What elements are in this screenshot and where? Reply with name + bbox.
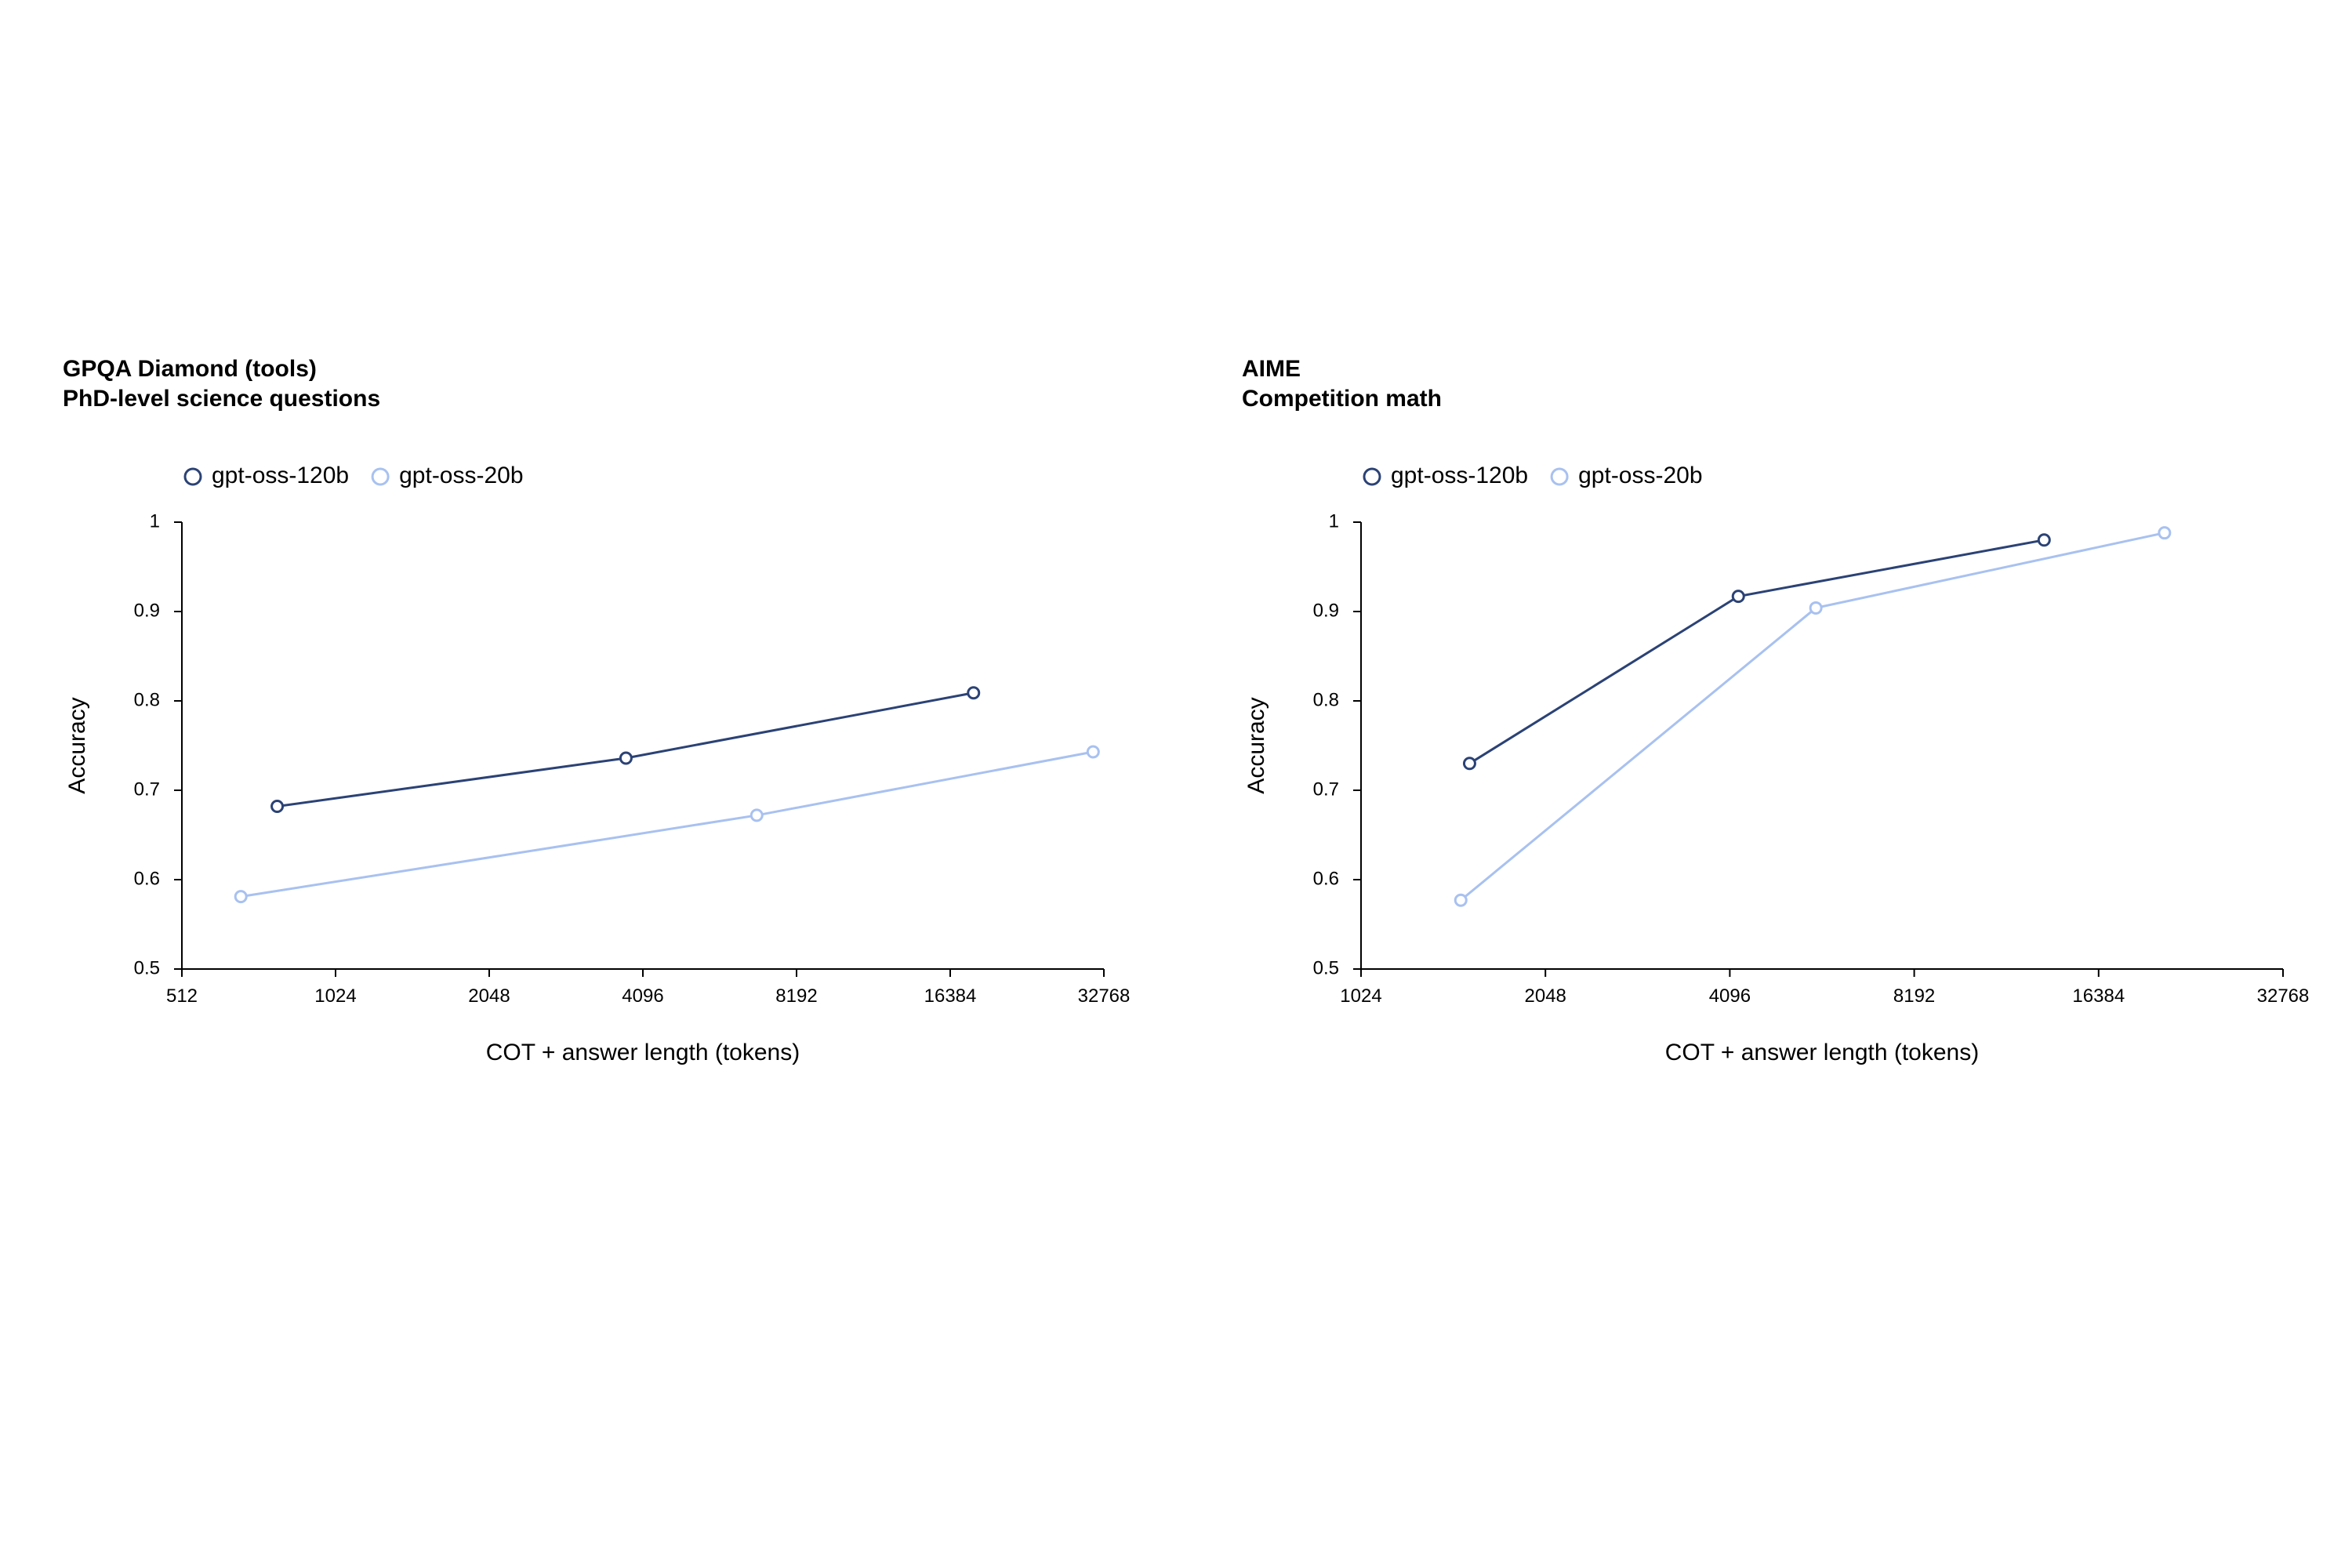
y-tick-label: 0.5 — [1313, 957, 1339, 978]
x-axis-label: COT + answer length (tokens) — [486, 1040, 800, 1065]
y-tick-label: 0.7 — [1313, 779, 1339, 800]
x-tick-label: 16384 — [924, 985, 977, 1007]
legend-label-gpt-oss-20b: gpt-oss-20b — [399, 463, 523, 488]
data-point-gpt-oss-120b — [1731, 590, 1745, 604]
legend-marker-gpt-oss-120b — [183, 467, 202, 486]
y-tick-label: 0.8 — [1313, 689, 1339, 710]
data-point-gpt-oss-120b — [270, 800, 285, 814]
chart-aime: AIME Competition math 0.5 0.6 0.7 0.8 0.9 1 10… — [1242, 345, 2352, 1098]
data-point-gpt-oss-20b — [1454, 893, 1468, 907]
x-tick-label: 4096 — [1709, 985, 1751, 1007]
legend-marker-gpt-oss-20b — [371, 467, 390, 486]
chart-title: AIME — [1242, 356, 1301, 382]
chart-title: GPQA Diamond (tools) — [63, 356, 317, 382]
series-line-gpt-oss-120b — [1468, 539, 2045, 765]
y-axis-label: Accuracy — [64, 697, 90, 793]
y-tick-label: 0.5 — [134, 957, 160, 978]
x-tick-label: 8192 — [1893, 985, 1935, 1007]
chart-gpqa-diamond: GPQA Diamond (tools) PhD-level science q… — [63, 345, 1207, 1098]
y-tick-label: 1 — [150, 510, 160, 532]
chart-subtitle: Competition math — [1242, 386, 1442, 412]
data-point-gpt-oss-20b — [2158, 526, 2172, 540]
series-line-gpt-oss-20b — [240, 750, 1094, 898]
gpqa-chart-plot: 0.5 0.6 0.7 0.8 0.9 1 512 1024 2048 4096 8192 16384… — [64, 463, 1131, 1065]
series-line-gpt-oss-120b — [277, 691, 975, 808]
legend-label-gpt-oss-20b: gpt-oss-20b — [1578, 463, 1702, 488]
legend-label-gpt-oss-120b: gpt-oss-120b — [212, 463, 349, 488]
chart-subtitle: PhD-level science questions — [63, 386, 381, 412]
series-line-gpt-oss-20b — [1460, 532, 2165, 902]
x-tick-label: 32768 — [2257, 985, 2310, 1007]
data-point-gpt-oss-20b — [234, 890, 248, 904]
y-tick-label: 0.9 — [134, 600, 160, 621]
y-tick-label: 0.6 — [1313, 868, 1339, 889]
data-point-gpt-oss-20b — [1086, 745, 1100, 759]
x-tick-label: 4096 — [622, 985, 663, 1007]
data-point-gpt-oss-120b — [2037, 533, 2051, 547]
x-tick-label: 8192 — [775, 985, 817, 1007]
x-tick-label: 16384 — [2072, 985, 2125, 1007]
legend-label-gpt-oss-120b: gpt-oss-120b — [1391, 463, 1528, 488]
y-tick-label: 1 — [1329, 510, 1339, 532]
x-axis-label: COT + answer length (tokens) — [1665, 1040, 1979, 1065]
x-tick-label: 32768 — [1078, 985, 1131, 1007]
x-tick-label: 2048 — [468, 985, 510, 1007]
data-point-gpt-oss-20b — [1809, 601, 1823, 615]
data-point-gpt-oss-120b — [1462, 757, 1476, 771]
y-tick-label: 0.6 — [134, 868, 160, 889]
legend-marker-gpt-oss-120b — [1363, 467, 1381, 486]
data-point-gpt-oss-120b — [967, 686, 981, 700]
y-tick-label: 0.7 — [134, 779, 160, 800]
data-point-gpt-oss-20b — [750, 808, 764, 822]
x-tick-label: 1024 — [1340, 985, 1381, 1007]
y-tick-label: 0.8 — [134, 689, 160, 710]
y-axis-label: Accuracy — [1243, 697, 1269, 793]
x-tick-label: 1024 — [314, 985, 356, 1007]
x-tick-label: 2048 — [1525, 985, 1566, 1007]
x-tick-label: 512 — [166, 985, 198, 1007]
data-point-gpt-oss-120b — [619, 751, 633, 765]
aime-chart-plot: 0.5 0.6 0.7 0.8 0.9 1 1024 2048 4096 8192 16384 327… — [1243, 463, 2310, 1065]
y-tick-label: 0.9 — [1313, 600, 1339, 621]
legend-marker-gpt-oss-20b — [1550, 467, 1569, 486]
